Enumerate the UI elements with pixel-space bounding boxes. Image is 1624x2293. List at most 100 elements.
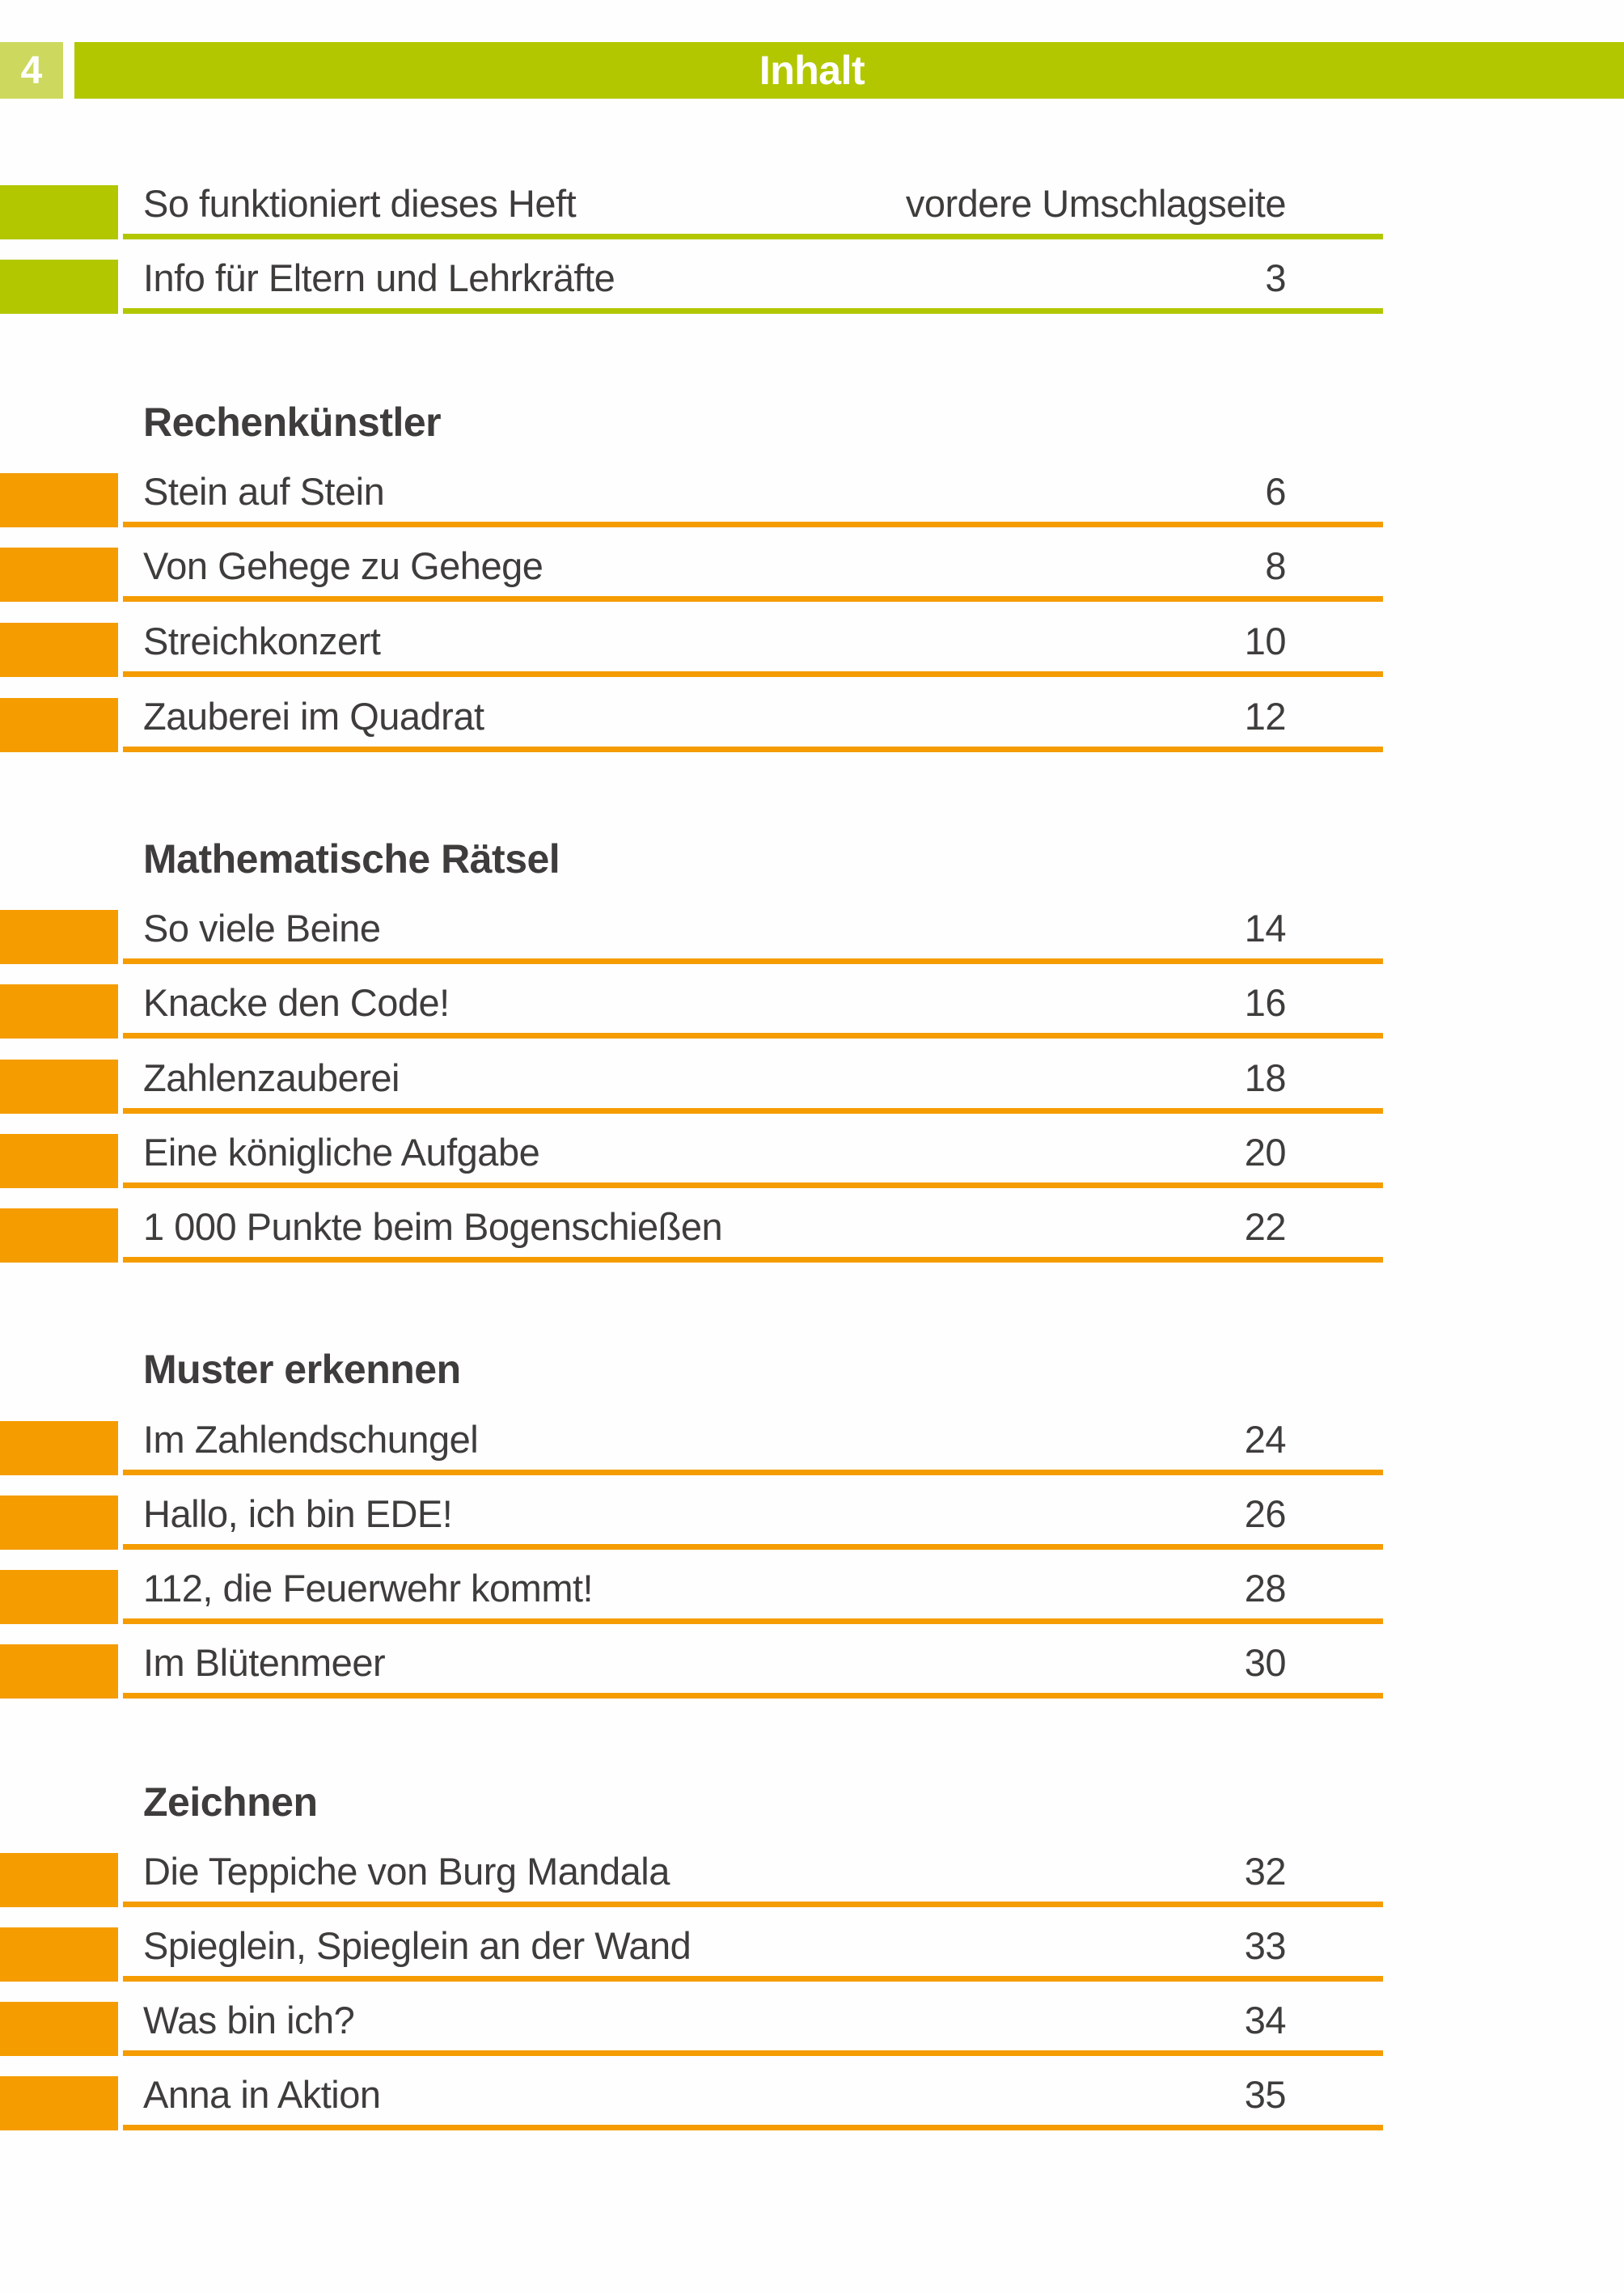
row-underline: Zahlenzauberei 18 <box>123 1056 1383 1114</box>
toc-entry-title: Im Zahlendschungel <box>143 1418 479 1461</box>
toc-row: Streichkonzert 10 <box>0 620 1383 677</box>
row-underline: Info für Eltern und Lehrkräfte 3 <box>123 256 1383 314</box>
toc-entry-title: Eine königliche Aufgabe <box>143 1131 540 1174</box>
toc-row: Anna in Aktion 35 <box>0 2073 1383 2130</box>
page-number-box: 4 <box>0 42 63 99</box>
page-title: Inhalt <box>759 48 865 93</box>
toc-entry-page: 16 <box>1244 981 1287 1024</box>
row-underline: Von Gehege zu Gehege 8 <box>123 544 1383 602</box>
toc-entry-title: Von Gehege zu Gehege <box>143 544 543 587</box>
toc-entry-page: 24 <box>1244 1418 1287 1461</box>
toc-entry-title: 1 000 Punkte beim Bogenschießen <box>143 1205 723 1248</box>
row-underline: So viele Beine 14 <box>123 907 1383 964</box>
toc-entry-title: So funktioniert dieses Heft <box>143 182 577 225</box>
row-underline: Im Zahlendschungel 24 <box>123 1418 1383 1475</box>
toc-entry-title: Anna in Aktion <box>143 2073 381 2116</box>
row-underline: Anna in Aktion 35 <box>123 2073 1383 2130</box>
toc-entry-page: 26 <box>1244 1492 1287 1535</box>
toc-row: Von Gehege zu Gehege 8 <box>0 544 1383 602</box>
row-marker <box>0 698 118 752</box>
row-underline: So funktioniert dieses Heft vordere Umsc… <box>123 182 1383 239</box>
toc-row: So viele Beine 14 <box>0 907 1383 964</box>
toc-entry-title: Zahlenzauberei <box>143 1056 400 1099</box>
row-marker <box>0 1134 118 1188</box>
toc-entry-page: 10 <box>1244 620 1287 662</box>
section-heading: Muster erkennen <box>143 1347 461 1392</box>
toc-entry-title: Zauberei im Quadrat <box>143 695 484 738</box>
toc-entry-page: 14 <box>1244 907 1287 950</box>
row-marker <box>0 548 118 602</box>
toc-entry-title: Im Blütenmeer <box>143 1641 386 1684</box>
toc-entry-title: 112, die Feuerwehr kommt! <box>143 1567 594 1610</box>
toc-row: Spieglein, Spieglein an der Wand 33 <box>0 1924 1383 1982</box>
row-underline: Die Teppiche von Burg Mandala 32 <box>123 1850 1383 1907</box>
toc-entry-title: So viele Beine <box>143 907 381 950</box>
row-underline: Stein auf Stein 6 <box>123 470 1383 527</box>
row-underline: Zauberei im Quadrat 12 <box>123 695 1383 752</box>
toc-row: Die Teppiche von Burg Mandala 32 <box>0 1850 1383 1907</box>
row-marker <box>0 623 118 677</box>
toc-entry-page: vordere Umschlagseite <box>905 182 1287 225</box>
toc-entry-page: 8 <box>1265 544 1286 587</box>
toc-entry-page: 22 <box>1244 1205 1287 1248</box>
row-marker <box>0 910 118 964</box>
row-marker <box>0 185 118 239</box>
row-marker <box>0 260 118 314</box>
row-marker <box>0 1421 118 1475</box>
row-marker <box>0 1927 118 1982</box>
toc-row: So funktioniert dieses Heft vordere Umsc… <box>0 182 1383 239</box>
toc-entry-page: 6 <box>1265 470 1286 513</box>
toc-row: Was bin ich? 34 <box>0 1999 1383 2056</box>
toc-entry-page: 32 <box>1244 1850 1287 1893</box>
toc-row: 1 000 Punkte beim Bogenschießen 22 <box>0 1205 1383 1263</box>
row-underline: Hallo, ich bin EDE! 26 <box>123 1492 1383 1550</box>
toc-row: Zauberei im Quadrat 12 <box>0 695 1383 752</box>
toc-entry-page: 28 <box>1244 1567 1287 1610</box>
row-marker <box>0 984 118 1039</box>
section-heading: Rechenkünstler <box>143 400 442 445</box>
toc-row: Im Zahlendschungel 24 <box>0 1418 1383 1475</box>
page-number: 4 <box>20 49 43 92</box>
toc-entry-page: 30 <box>1244 1641 1287 1684</box>
toc-entry-page: 18 <box>1244 1056 1287 1099</box>
toc-row: Stein auf Stein 6 <box>0 470 1383 527</box>
row-marker <box>0 1208 118 1263</box>
row-marker <box>0 1644 118 1699</box>
row-marker <box>0 2002 118 2056</box>
toc-entry-page: 35 <box>1244 2073 1287 2116</box>
toc-entry-page: 12 <box>1244 695 1287 738</box>
section-heading: Mathematische Rätsel <box>143 836 560 882</box>
row-marker <box>0 2076 118 2130</box>
toc-entry-title: Streichkonzert <box>143 620 381 662</box>
toc-entry-title: Die Teppiche von Burg Mandala <box>143 1850 670 1893</box>
toc-entry-title: Stein auf Stein <box>143 470 385 513</box>
row-underline: 1 000 Punkte beim Bogenschießen 22 <box>123 1205 1383 1263</box>
toc-row: Zahlenzauberei 18 <box>0 1056 1383 1114</box>
row-underline: Eine königliche Aufgabe 20 <box>123 1131 1383 1188</box>
row-marker <box>0 1570 118 1624</box>
toc-entry-page: 20 <box>1244 1131 1287 1174</box>
toc-entry-title: Hallo, ich bin EDE! <box>143 1492 453 1535</box>
toc-entry-page: 3 <box>1265 256 1286 299</box>
toc-row: Hallo, ich bin EDE! 26 <box>0 1492 1383 1550</box>
toc-entry-page: 34 <box>1244 1999 1287 2041</box>
toc-row: Eine königliche Aufgabe 20 <box>0 1131 1383 1188</box>
row-underline: Spieglein, Spieglein an der Wand 33 <box>123 1924 1383 1982</box>
row-underline: Streichkonzert 10 <box>123 620 1383 677</box>
toc-entry-title: Was bin ich? <box>143 1999 355 2041</box>
section-heading: Zeichnen <box>143 1779 318 1825</box>
toc-entry-title: Knacke den Code! <box>143 981 450 1024</box>
toc-entry-title: Info für Eltern und Lehrkräfte <box>143 256 615 299</box>
header-bar <box>74 42 1624 99</box>
row-marker <box>0 473 118 527</box>
toc-entry-title: Spieglein, Spieglein an der Wand <box>143 1924 691 1967</box>
toc-entry-page: 33 <box>1244 1924 1287 1967</box>
row-underline: Was bin ich? 34 <box>123 1999 1383 2056</box>
toc-row: Info für Eltern und Lehrkräfte 3 <box>0 256 1383 314</box>
row-underline: Knacke den Code! 16 <box>123 981 1383 1039</box>
row-marker <box>0 1853 118 1907</box>
toc-row: Knacke den Code! 16 <box>0 981 1383 1039</box>
toc-row: 112, die Feuerwehr kommt! 28 <box>0 1567 1383 1624</box>
row-underline: Im Blütenmeer 30 <box>123 1641 1383 1699</box>
